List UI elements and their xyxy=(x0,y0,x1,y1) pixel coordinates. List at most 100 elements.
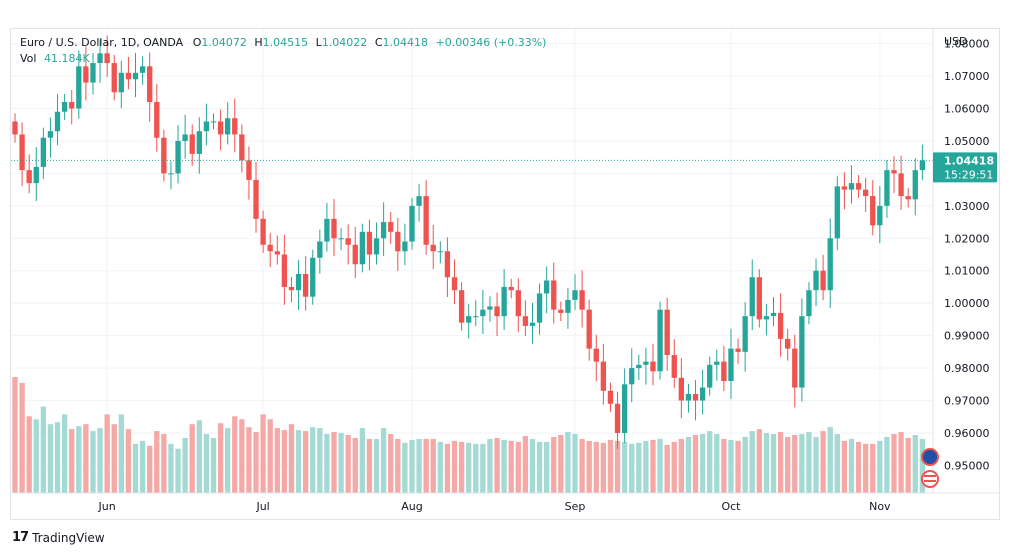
volume-bar xyxy=(196,420,202,493)
candle-up xyxy=(529,322,536,326)
flag-eu-icon[interactable] xyxy=(921,448,939,466)
candle-up xyxy=(33,166,39,184)
price-axis[interactable]: 1.080001.070001.060001.050001.040001.030… xyxy=(932,29,990,493)
candle-down xyxy=(855,183,862,190)
price-tick-label: 0.98000 xyxy=(944,362,990,375)
last-price-tag: 1.04418 15:29:51 xyxy=(933,152,997,183)
tradingview-logo-icon[interactable]: 17 xyxy=(12,530,29,545)
candle-up xyxy=(437,251,443,253)
low-value: 1.04022 xyxy=(321,36,368,49)
volume-bar xyxy=(111,424,117,493)
candles xyxy=(12,35,926,449)
volume-bar xyxy=(437,441,443,493)
candle-down xyxy=(388,222,394,232)
candle-up xyxy=(480,309,486,317)
candle-down xyxy=(12,121,18,135)
candle-up xyxy=(409,205,415,242)
candle-down xyxy=(246,160,252,180)
brand-name[interactable]: TradingView xyxy=(32,530,105,545)
candle-up xyxy=(501,286,507,317)
volume-bar xyxy=(671,441,677,493)
candle-up xyxy=(168,173,174,175)
symbol-title[interactable]: Euro / U.S. Dollar, 1D, OANDA xyxy=(20,36,184,49)
volume-bar xyxy=(770,434,777,493)
candle-up xyxy=(295,273,302,291)
volume-bar xyxy=(813,436,819,493)
volume-bar xyxy=(76,426,82,493)
candle-up xyxy=(47,131,54,138)
candle-up xyxy=(813,270,819,291)
low-label: L xyxy=(315,36,322,49)
time-tick-label: Sep xyxy=(565,500,586,513)
candle-down xyxy=(104,53,110,64)
price-tick-label: 1.00000 xyxy=(944,297,990,310)
volume-bar xyxy=(508,440,514,493)
volume-bar xyxy=(409,439,415,493)
volume-bar xyxy=(855,441,862,493)
volume-bar xyxy=(891,434,897,493)
candle-down xyxy=(891,170,897,174)
time-tick-label: Aug xyxy=(401,500,422,513)
candle-down xyxy=(841,186,848,190)
volume-bar xyxy=(260,414,266,493)
candle-down xyxy=(792,348,798,388)
candle-down xyxy=(777,312,784,339)
candle-up xyxy=(90,63,96,83)
candle-down xyxy=(352,244,358,265)
volume-bar xyxy=(225,428,231,493)
candle-down xyxy=(345,238,351,245)
volume-bar xyxy=(274,428,280,493)
candle-up xyxy=(359,231,366,265)
volume-bar xyxy=(862,443,869,493)
candle-up xyxy=(310,257,316,297)
volume-bar xyxy=(714,434,720,493)
volume-bar xyxy=(132,443,139,493)
volume-bar xyxy=(607,439,614,493)
chart-frame[interactable]: 1.080001.070001.060001.050001.040001.030… xyxy=(10,28,1000,520)
candle-up xyxy=(118,72,124,93)
candle-down xyxy=(281,254,288,287)
volume-bar xyxy=(380,428,387,493)
candle-up xyxy=(749,277,755,317)
volume-bar xyxy=(118,414,124,493)
candle-down xyxy=(458,290,465,323)
candle-down xyxy=(189,134,195,154)
volume-bar xyxy=(551,436,557,493)
candle-down xyxy=(870,196,876,226)
price-chart[interactable]: 1.080001.070001.060001.050001.040001.030… xyxy=(11,29,999,519)
volume-bar xyxy=(487,438,493,493)
candle-down xyxy=(444,251,451,278)
candle-down xyxy=(451,277,458,291)
volume-bar xyxy=(139,440,146,493)
candle-down xyxy=(820,270,826,291)
candle-up xyxy=(324,218,330,242)
price-tick-label: 1.08000 xyxy=(944,38,990,51)
time-axis[interactable]: JunJulAugSepOctNovDec xyxy=(11,492,999,513)
volume-bar xyxy=(310,427,316,493)
last-price-value: 1.04418 xyxy=(944,154,994,167)
volume-bar xyxy=(217,423,224,493)
event-icons[interactable] xyxy=(921,448,939,488)
candle-down xyxy=(551,280,557,310)
volume-bar xyxy=(912,435,918,493)
candle-down xyxy=(395,231,401,252)
candle-down xyxy=(267,244,273,252)
volume-bar xyxy=(494,437,500,493)
volume-bar xyxy=(877,440,883,493)
candle-down xyxy=(111,63,117,93)
candle-down xyxy=(671,355,677,378)
candle-up xyxy=(629,368,635,385)
candle-up xyxy=(373,238,380,255)
candle-up xyxy=(182,134,188,141)
flag-us-icon[interactable] xyxy=(921,470,939,488)
bar-countdown: 15:29:51 xyxy=(944,168,993,181)
volume-bar xyxy=(529,438,536,493)
volume-bar xyxy=(466,442,472,493)
candle-down xyxy=(735,348,741,352)
volume-bar xyxy=(841,440,848,493)
candle-down xyxy=(423,196,429,245)
currency-label: USD xyxy=(944,35,968,48)
candle-down xyxy=(430,244,436,252)
candle-down xyxy=(232,118,238,135)
candle-down xyxy=(217,121,224,135)
